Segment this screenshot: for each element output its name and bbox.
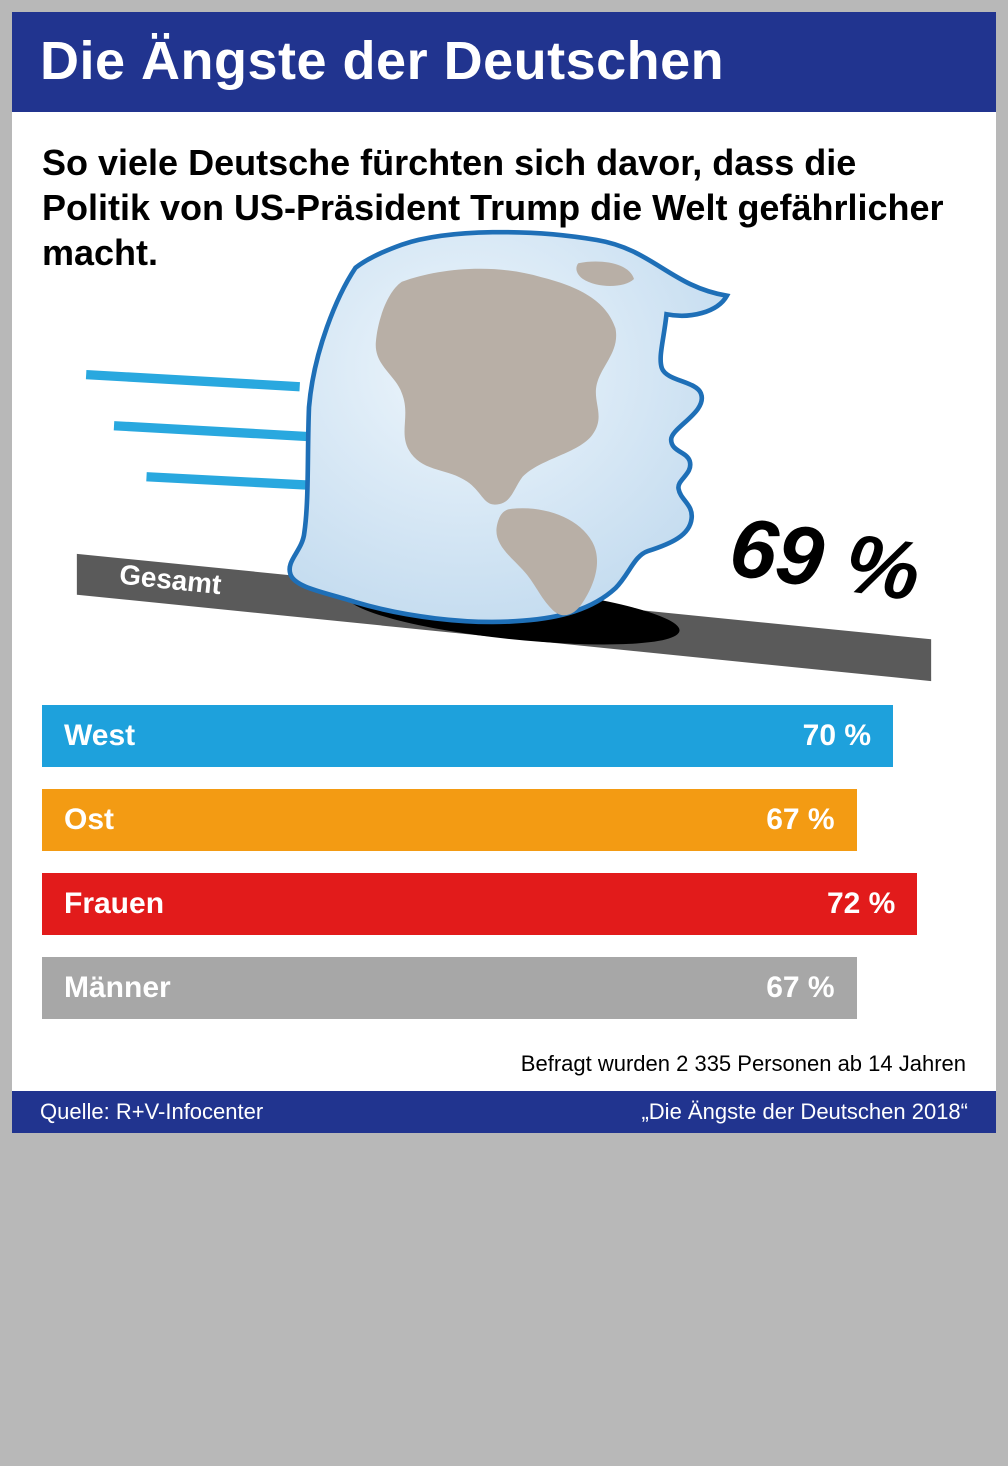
bar-west: West 70 % xyxy=(42,705,893,767)
bar-value: 70 % xyxy=(803,719,871,753)
footer-source: Quelle: R+V-Infocenter xyxy=(40,1099,263,1125)
bar-value: 67 % xyxy=(766,971,834,1005)
bar-label: West xyxy=(64,719,135,753)
page-title: Die Ängste der Deutschen xyxy=(40,30,968,92)
bar-label: Männer xyxy=(64,971,171,1005)
bar-chart: West 70 % Ost 67 % Frauen 72 % Männer 67 % xyxy=(12,705,996,1051)
header-bar: Die Ängste der Deutschen xyxy=(12,12,996,112)
footer-bar: Quelle: R+V-Infocenter „Die Ängste der D… xyxy=(12,1091,996,1133)
footnote: Befragt wurden 2 335 Personen ab 14 Jahr… xyxy=(12,1051,996,1091)
bar-label: Frauen xyxy=(64,887,164,921)
subtitle-text: So viele Deutsche fürchten sich davor, d… xyxy=(42,140,966,275)
bar-label: Ost xyxy=(64,803,114,837)
bar-ost: Ost 67 % xyxy=(42,789,857,851)
bar-value: 72 % xyxy=(827,887,895,921)
bar-frauen: Frauen 72 % xyxy=(42,873,917,935)
big-percentage: 69 % xyxy=(724,499,926,619)
content-area: So viele Deutsche fürchten sich davor, d… xyxy=(12,112,996,705)
infographic-card: Die Ängste der Deutschen So viele Deutsc… xyxy=(0,0,1008,1145)
bar-value: 67 % xyxy=(766,803,834,837)
footer-study: „Die Ängste der Deutschen 2018“ xyxy=(641,1099,968,1125)
motion-lines xyxy=(86,375,327,486)
bar-männer: Männer 67 % xyxy=(42,957,857,1019)
